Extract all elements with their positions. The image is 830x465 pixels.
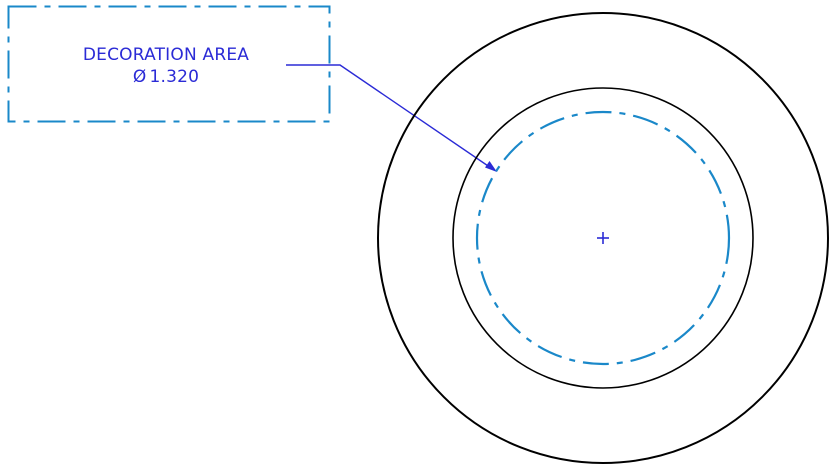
center-mark	[597, 232, 609, 244]
decoration-title: DECORATION AREA	[82, 45, 250, 65]
decoration-label: DECORATION AREA Ø 1.320	[60, 44, 272, 88]
leader-line	[286, 64, 495, 171]
diameter-symbol-icon: Ø	[132, 67, 147, 87]
inner-circle	[452, 87, 754, 389]
leader-arrowhead	[485, 161, 497, 172]
outer-circle	[377, 12, 829, 464]
decoration-area-circle	[475, 110, 731, 366]
label-box-frame	[7, 5, 331, 123]
decoration-label-box: DECORATION AREA Ø 1.320	[8, 6, 330, 122]
diameter-value: 1.320	[149, 67, 200, 87]
diameter-callout: Ø 1.320	[60, 66, 272, 88]
